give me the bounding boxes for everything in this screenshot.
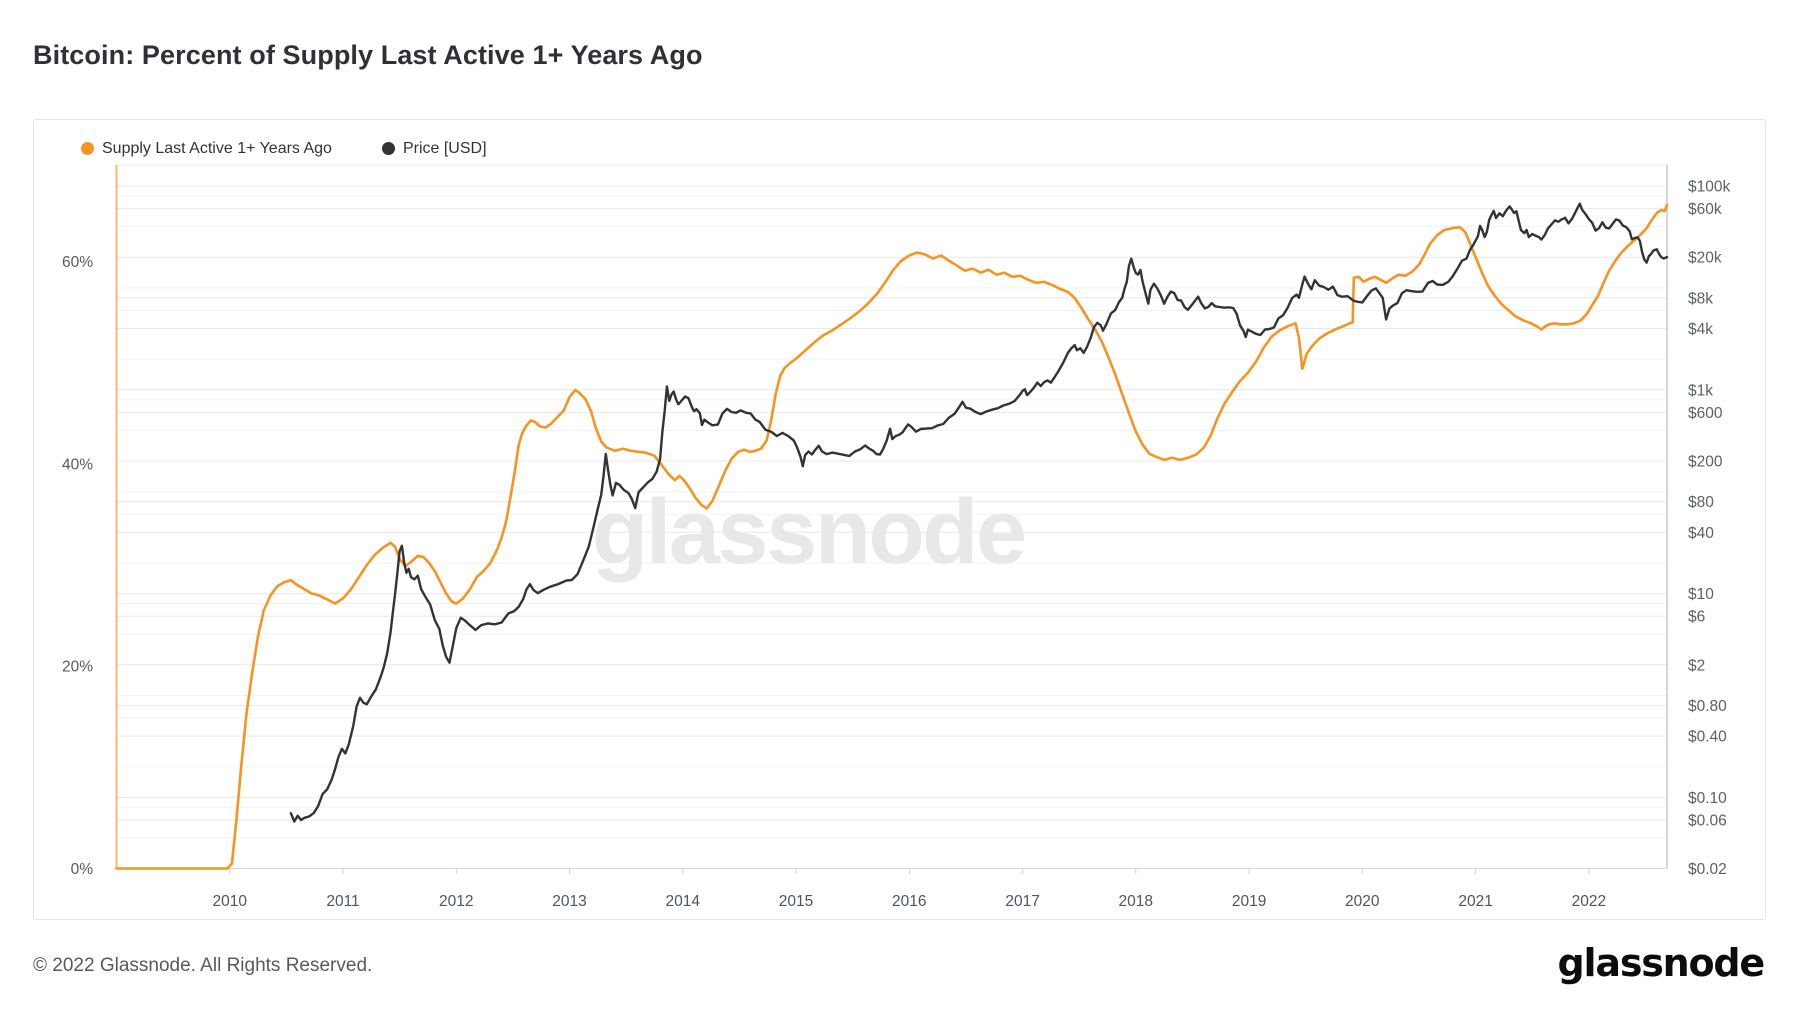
legend-dot-icon xyxy=(81,142,94,155)
x-axis-tick-label: 2016 xyxy=(892,893,926,910)
x-axis-tick-label: 2020 xyxy=(1345,893,1380,910)
glassnode-watermark: glassnode xyxy=(592,481,1025,583)
price-axis-label: $6 xyxy=(1688,609,1705,626)
price-axis-label: $40 xyxy=(1688,525,1714,542)
price-axis-label: $10 xyxy=(1688,586,1714,603)
x-axis-tick-label: 2021 xyxy=(1458,893,1492,910)
price-axis-label: $0.06 xyxy=(1688,813,1727,830)
x-axis-tick-label: 2010 xyxy=(213,893,248,910)
x-axis-tick-label: 2013 xyxy=(552,893,586,910)
percent-axis-label: 40% xyxy=(62,456,93,473)
price-axis-label: $0.02 xyxy=(1688,861,1727,878)
x-axis-tick-label: 2022 xyxy=(1572,893,1606,910)
x-axis-tick-label: 2011 xyxy=(326,893,359,910)
chart-legend: Supply Last Active 1+ Years Ago Price [U… xyxy=(81,138,487,159)
x-axis-tick-label: 2018 xyxy=(1119,893,1153,910)
price-axis-label: $4k xyxy=(1688,321,1713,338)
legend-item-label: Price [USD] xyxy=(402,139,487,157)
price-axis-label: $8k xyxy=(1688,290,1713,307)
price-axis-label: $20k xyxy=(1688,250,1722,267)
supply-series-line xyxy=(115,203,1669,870)
x-axis-tick-label: 2017 xyxy=(1005,893,1039,910)
price-axis-label: $0.10 xyxy=(1688,790,1727,807)
chart-card xyxy=(33,119,1766,920)
glassnode-logo: glassnode xyxy=(1557,941,1766,985)
price-axis-label: $0.80 xyxy=(1688,698,1727,715)
legend-item-supply[interactable]: Supply Last Active 1+ Years Ago xyxy=(81,138,332,159)
copyright-text: © 2022 Glassnode. All Rights Reserved. xyxy=(33,955,373,976)
price-axis-label: $100k xyxy=(1688,179,1730,196)
percent-axis-label: 20% xyxy=(62,659,93,676)
x-axis-tick-label: 2012 xyxy=(439,893,473,910)
price-axis-label: $0.40 xyxy=(1688,729,1727,746)
price-axis-label: $600 xyxy=(1688,405,1723,422)
price-axis-label: $1k xyxy=(1688,382,1713,399)
page-title: Bitcoin: Percent of Supply Last Active 1… xyxy=(33,40,703,70)
price-axis-label: $2 xyxy=(1688,657,1705,674)
price-axis-label: $80 xyxy=(1688,494,1714,511)
x-axis-tick-label: 2019 xyxy=(1232,893,1266,910)
x-axis-tick-label: 2015 xyxy=(779,893,813,910)
price-series-line xyxy=(289,202,1669,823)
legend-item-label: Supply Last Active 1+ Years Ago xyxy=(102,139,332,157)
percent-axis-label: 60% xyxy=(62,254,93,271)
legend-dot-icon xyxy=(381,142,395,155)
price-axis-label: $60k xyxy=(1688,201,1722,218)
x-axis-tick-label: 2014 xyxy=(666,893,701,910)
price-axis-label: $200 xyxy=(1688,454,1723,471)
legend-item-price[interactable]: Price [USD] xyxy=(381,138,487,159)
percent-axis-label: 0% xyxy=(71,861,94,878)
